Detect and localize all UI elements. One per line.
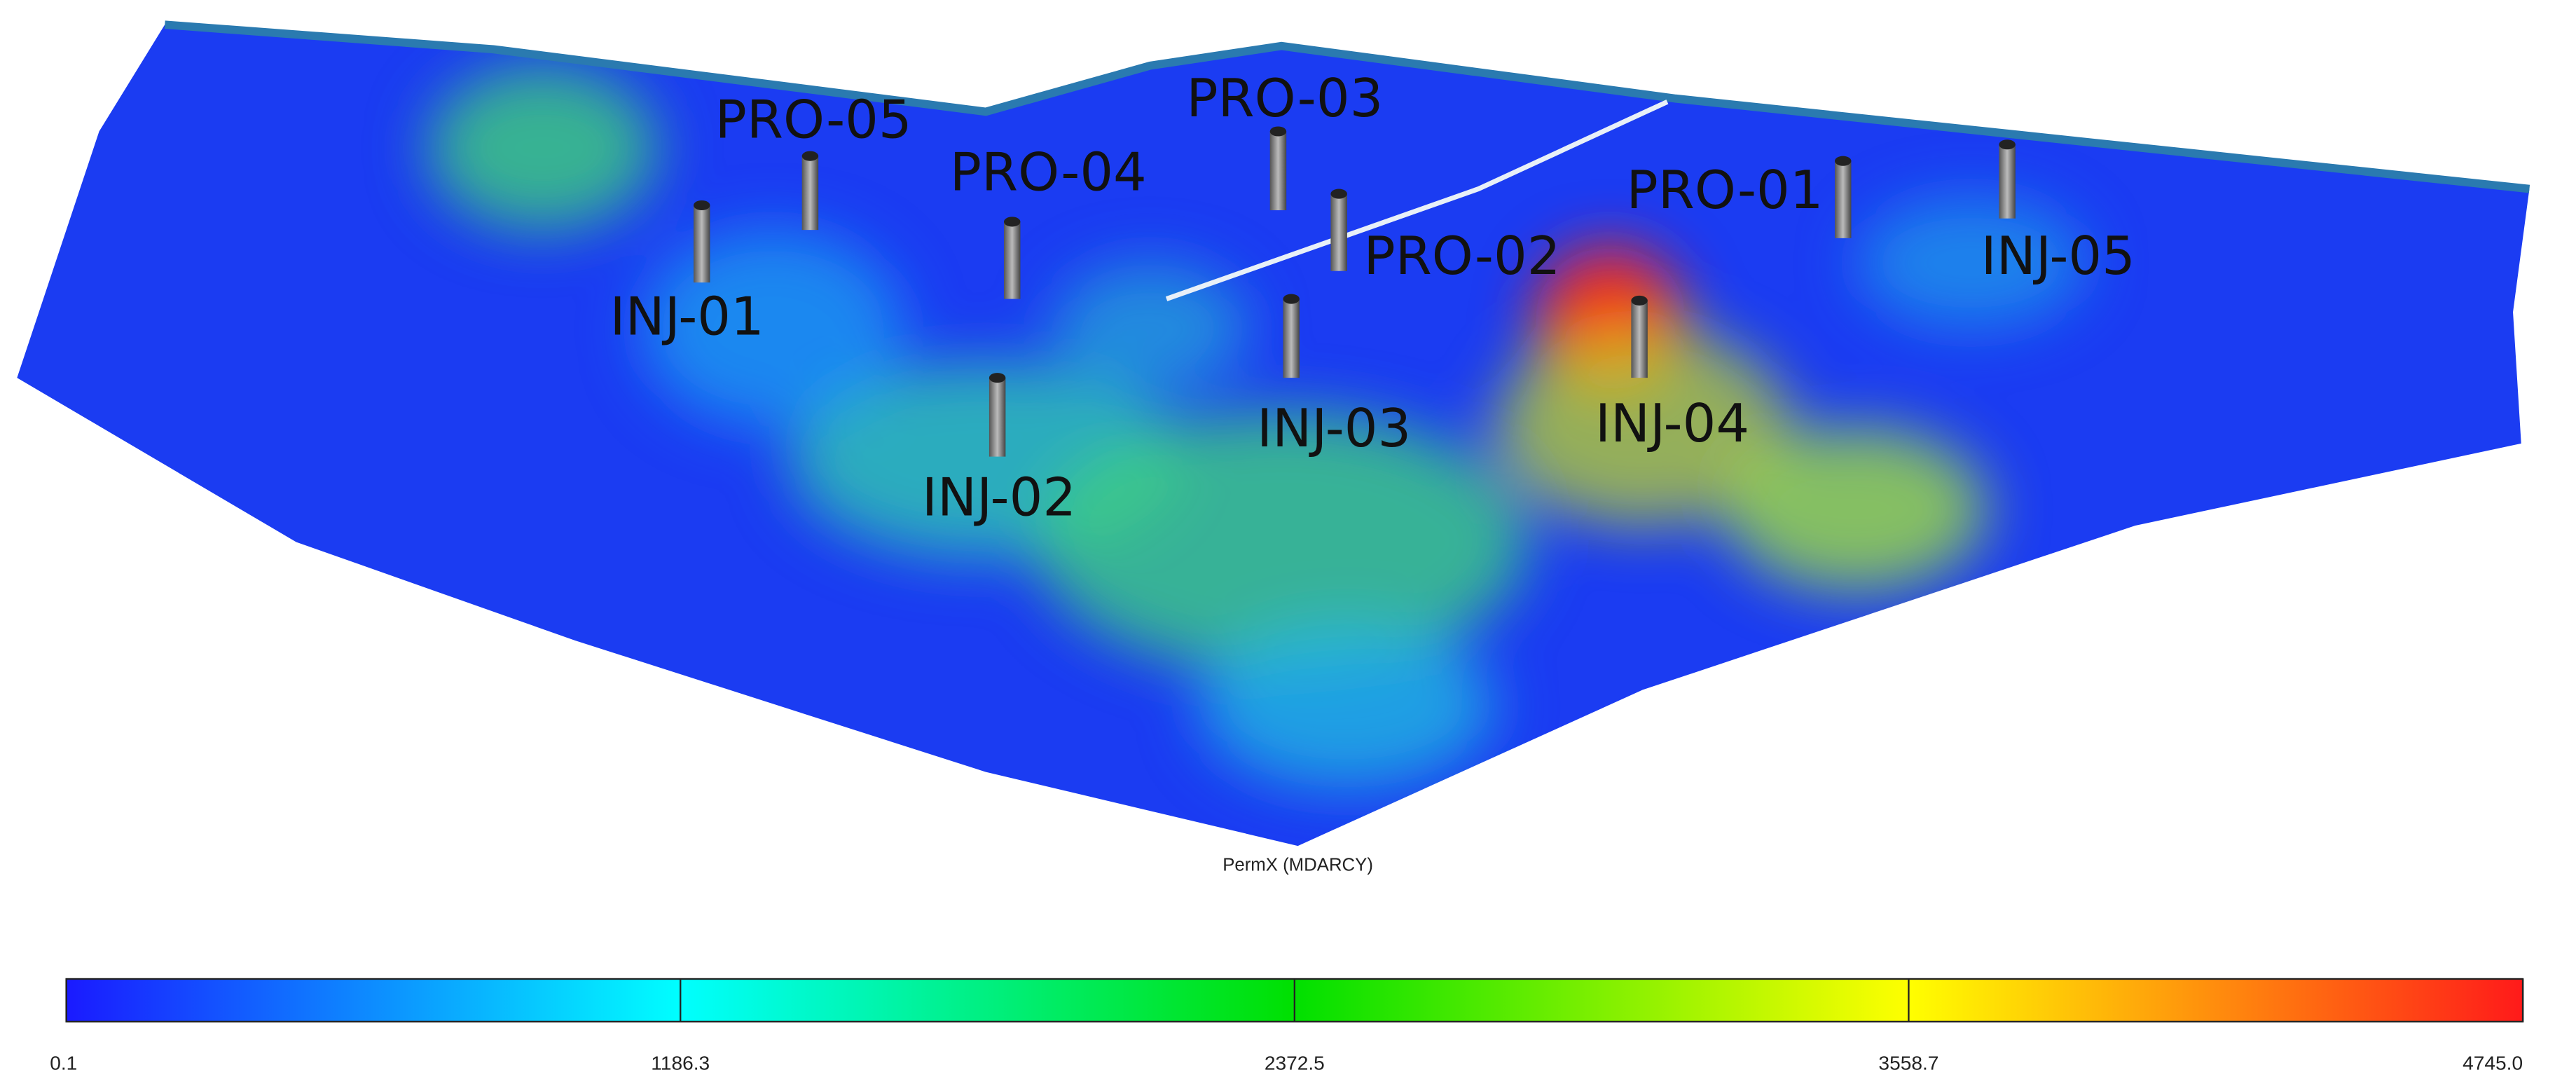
well-head bbox=[989, 373, 1006, 383]
well-label: PRO-01 bbox=[1626, 159, 1823, 221]
well-bore bbox=[1269, 131, 1287, 211]
well-head bbox=[1999, 139, 2016, 150]
colorbar-tick-label: 2372.5 bbox=[1265, 1052, 1325, 1074]
well-head bbox=[801, 151, 819, 161]
well-label: INJ-02 bbox=[922, 466, 1076, 528]
well-bore bbox=[1835, 160, 1852, 238]
fault-line bbox=[1165, 100, 1669, 301]
well-bore bbox=[1999, 144, 2016, 219]
well-bore bbox=[989, 378, 1006, 457]
well-label: PRO-03 bbox=[1186, 67, 1383, 129]
well-label: PRO-05 bbox=[715, 88, 912, 150]
colorbar-tick-label: 0.1 bbox=[50, 1052, 77, 1074]
wells: PRO-05 PRO-04 PRO-03 PRO-02 PRO-01 INJ-05 INJ-… bbox=[610, 67, 2135, 528]
well-head bbox=[1004, 217, 1021, 227]
well-head bbox=[1631, 295, 1648, 306]
well-bore bbox=[1283, 299, 1300, 378]
well-bore bbox=[1330, 193, 1347, 271]
colorbar-title: PermX (MDARCY) bbox=[1222, 855, 1373, 875]
well-bore bbox=[1004, 221, 1021, 299]
well-label: INJ-03 bbox=[1257, 397, 1411, 459]
well-label: PRO-02 bbox=[1363, 225, 1560, 287]
well-label: INJ-01 bbox=[610, 286, 764, 348]
well-label: INJ-04 bbox=[1595, 392, 1749, 454]
well-head bbox=[694, 200, 710, 211]
colorbar-tick-label: 1186.3 bbox=[651, 1052, 710, 1074]
well-bore bbox=[801, 156, 819, 231]
colorbar-tick-label: 4745.0 bbox=[2463, 1052, 2523, 1074]
well-label: INJ-05 bbox=[1981, 225, 2135, 287]
colorbar-tick-label: 3558.7 bbox=[1878, 1052, 1938, 1074]
well-head bbox=[1330, 189, 1347, 199]
well-head bbox=[1269, 126, 1287, 137]
top-surface bbox=[164, 20, 2530, 193]
well-bore bbox=[1631, 300, 1648, 378]
colorbar-ticks: 0.1 1186.3 2372.5 3558.7 4745.0 bbox=[50, 978, 2524, 1074]
well-head bbox=[1283, 294, 1300, 304]
well-label: PRO-04 bbox=[950, 141, 1147, 203]
well-head bbox=[1835, 156, 1852, 166]
well-bore bbox=[694, 205, 710, 283]
